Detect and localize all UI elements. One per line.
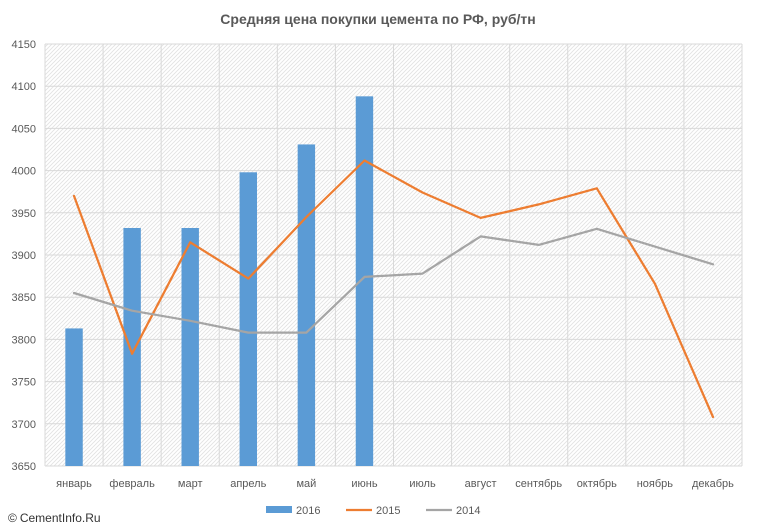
y-tick-label: 4050 [12, 123, 36, 135]
bar-2016 [181, 227, 199, 466]
y-tick-label: 3650 [12, 461, 36, 473]
x-tick-label: август [465, 478, 497, 490]
legend-swatch-2016 [266, 506, 292, 513]
bar-2016 [239, 172, 258, 466]
y-tick-label: 3750 [12, 377, 36, 389]
y-tick-label: 4100 [12, 81, 36, 93]
y-tick-label: 3950 [12, 208, 36, 220]
watermark: © CementInfo.Ru [8, 511, 101, 525]
x-tick-label: июнь [351, 478, 377, 490]
legend-label: 2014 [456, 505, 480, 517]
x-tick-label: декабрь [692, 478, 734, 490]
y-tick-label: 3800 [12, 334, 36, 346]
x-tick-label: сентябрь [515, 478, 562, 490]
legend-label: 2015 [376, 505, 400, 517]
series-line-2015 [72, 159, 715, 419]
x-tick-label: февраль [109, 478, 155, 490]
svg-text:©CementInfo.Ru: © CementInfo.Ru [8, 511, 101, 525]
legend: 2016 2015 2014 [266, 505, 480, 517]
bar-2016 [355, 96, 374, 466]
y-tick-label: 3900 [12, 250, 36, 262]
watermark-text: CementInfo.Ru [20, 511, 101, 525]
line-series-group [72, 159, 715, 419]
gridlines [44, 43, 743, 467]
x-axis-ticks: январь февраль март апрель май июнь июль август… [56, 478, 734, 490]
series-line-2014 [72, 227, 715, 334]
y-tick-label: 4150 [12, 39, 36, 51]
bar-2016 [297, 144, 316, 466]
legend-label: 2016 [296, 505, 320, 517]
x-tick-label: март [178, 478, 203, 490]
y-axis-ticks: 3650 3700 3750 3800 3850 3900 3950 4000 4050 4100… [12, 39, 36, 473]
chart-title: Средняя цена покупки цемента по РФ, руб/… [220, 11, 535, 27]
x-tick-label: январь [56, 478, 92, 490]
x-tick-label: октябрь [577, 478, 617, 490]
copyright-symbol: © [8, 511, 17, 525]
bar-2016 [123, 227, 141, 466]
x-tick-label: апрель [230, 478, 266, 490]
y-tick-label: 4000 [12, 166, 36, 178]
bar-2016 [65, 328, 83, 466]
x-tick-label: май [296, 478, 316, 490]
bar-series-group [65, 96, 374, 466]
x-tick-label: июль [409, 478, 436, 490]
y-tick-label: 3700 [12, 419, 36, 431]
x-tick-label: ноябрь [637, 478, 674, 490]
y-tick-label: 3850 [12, 292, 36, 304]
